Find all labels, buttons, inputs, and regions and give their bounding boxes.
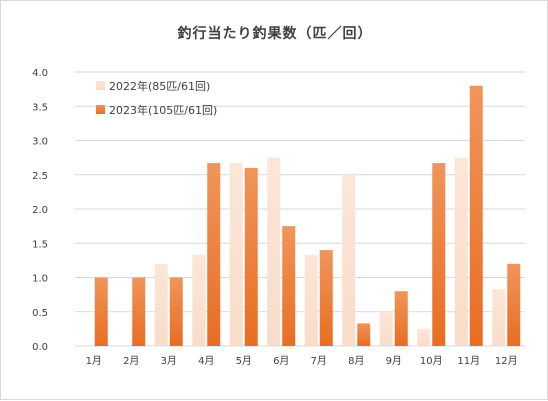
bar-2023-5 — [244, 167, 258, 346]
x-tick-label: 12月 — [495, 355, 518, 367]
x-tick-label: 5月 — [236, 355, 252, 367]
bar-2022-10 — [417, 328, 431, 346]
bar-2022-3 — [154, 263, 168, 346]
bar-2022-4 — [192, 254, 206, 346]
bar-2023-3 — [169, 277, 183, 346]
x-tick-label: 6月 — [273, 355, 289, 367]
bar-2022-5 — [229, 163, 243, 346]
x-tick-label: 9月 — [386, 355, 402, 367]
x-tick-label: 10月 — [420, 355, 443, 367]
y-tick-label: 3.0 — [32, 137, 48, 148]
x-tick-label: 11月 — [457, 355, 480, 367]
bar-2023-7 — [319, 250, 333, 346]
bar-2023-8 — [357, 323, 371, 346]
bars — [94, 85, 521, 346]
bar-2023-1 — [94, 277, 108, 346]
bar-2022-8 — [342, 174, 356, 346]
x-tick-label: 8月 — [348, 355, 364, 367]
bar-2023-6 — [282, 226, 296, 346]
bar-2022-12 — [492, 289, 506, 346]
y-axis-ticks: 0.0 0.5 1.0 1.5 2.0 2.5 3.0 3.5 4.0 — [32, 68, 48, 353]
bar-2022-7 — [304, 254, 318, 346]
bar-2023-10 — [432, 163, 446, 346]
x-tick-label: 4月 — [198, 355, 214, 367]
legend: 2022年(85匹/61回) 2023年(105匹/61回) — [96, 79, 217, 117]
x-tick-label: 1月 — [86, 355, 102, 367]
bar-2023-4 — [207, 163, 221, 346]
bar-2022-6 — [267, 157, 281, 346]
bar-2022-11 — [454, 157, 468, 346]
y-tick-label: 0.5 — [32, 308, 48, 319]
y-tick-label: 2.5 — [32, 171, 48, 182]
x-axis-ticks: 1月 2月 3月 4月 5月 6月 7月 8月 9月 10月 11月 12月 — [86, 355, 518, 367]
bar-2022-9 — [379, 311, 393, 346]
legend-label-2023: 2023年(105匹/61回) — [109, 103, 217, 117]
y-tick-label: 0.0 — [32, 342, 48, 353]
y-tick-label: 1.5 — [32, 239, 48, 250]
bar-2023-12 — [507, 263, 521, 346]
y-tick-label: 3.5 — [32, 102, 48, 113]
gridlines — [75, 71, 525, 347]
x-tick-label: 7月 — [311, 355, 327, 367]
legend-swatch-2022 — [96, 81, 105, 90]
legend-swatch-2023 — [96, 105, 105, 114]
chart-title: 釣行当たり釣果数（匹／回） — [178, 25, 373, 42]
x-tick-label: 2月 — [123, 355, 139, 367]
y-tick-label: 1.0 — [32, 274, 48, 285]
x-tick-label: 3月 — [161, 355, 177, 367]
y-tick-label: 2.0 — [32, 205, 48, 216]
legend-label-2022: 2022年(85匹/61回) — [109, 79, 210, 93]
bar-2023-9 — [394, 291, 408, 346]
y-tick-label: 4.0 — [32, 68, 48, 79]
bar-2023-2 — [132, 277, 146, 346]
bar-2023-11 — [469, 85, 483, 346]
